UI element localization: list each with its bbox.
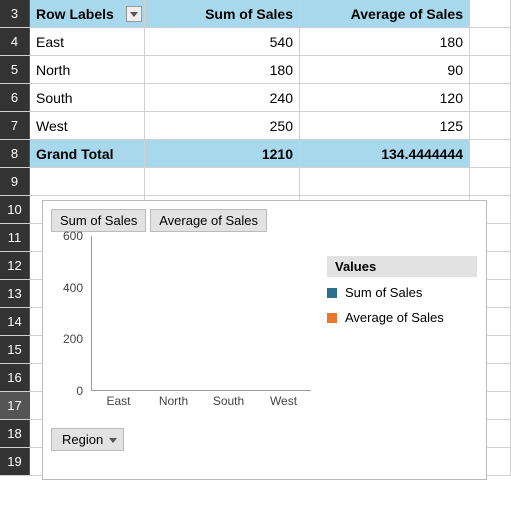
empty-cell[interactable] <box>30 168 145 195</box>
grand-total-avg[interactable]: 134.4444444 <box>300 140 470 167</box>
row-number[interactable]: 19 <box>0 448 30 475</box>
empty-cell[interactable] <box>470 28 511 55</box>
row-number[interactable]: 16 <box>0 364 30 391</box>
row-number[interactable]: 18 <box>0 420 30 447</box>
grand-total-row: 8 Grand Total 1210 134.4444444 <box>0 140 511 168</box>
legend-swatch <box>327 288 337 298</box>
pivot-chart[interactable]: Sum of Sales Average of Sales 0 200 400 600… <box>42 200 487 480</box>
chart-plot: 0200400600 EastNorthSouthWest <box>51 236 311 416</box>
avg-value[interactable]: 180 <box>300 28 470 55</box>
empty-row: 9 <box>0 168 511 196</box>
chevron-down-icon <box>109 436 117 444</box>
legend-label: Average of Sales <box>345 310 444 325</box>
header-row-labels[interactable]: Row Labels <box>30 0 145 27</box>
legend-item[interactable]: Average of Sales <box>327 310 477 325</box>
row-number[interactable]: 12 <box>0 252 30 279</box>
sum-value[interactable]: 180 <box>145 56 300 83</box>
region-label[interactable]: West <box>30 112 145 139</box>
y-axis: 0200400600 <box>51 236 87 391</box>
y-tick-label: 0 <box>76 384 83 398</box>
chart-legend: Values Sum of Sales Average of Sales <box>327 236 477 416</box>
row-number[interactable]: 8 <box>0 140 30 167</box>
axis-field-button-region[interactable]: Region <box>51 428 124 451</box>
y-tick-label: 400 <box>63 281 83 295</box>
filter-dropdown-icon[interactable] <box>126 6 142 22</box>
avg-value[interactable]: 120 <box>300 84 470 111</box>
empty-cell[interactable] <box>470 84 511 111</box>
legend-title: Values <box>327 256 477 277</box>
y-tick-label: 600 <box>63 229 83 243</box>
sum-value[interactable]: 240 <box>145 84 300 111</box>
x-tick-label: North <box>154 394 194 416</box>
row-number[interactable]: 10 <box>0 196 30 223</box>
empty-cell[interactable] <box>470 0 511 27</box>
row-number[interactable]: 4 <box>0 28 30 55</box>
empty-cell[interactable] <box>470 56 511 83</box>
table-row: 4East540180 <box>0 28 511 56</box>
plot-inner <box>91 236 311 391</box>
row-number[interactable]: 5 <box>0 56 30 83</box>
x-axis-labels: East North South West <box>91 394 311 416</box>
row-number[interactable]: 6 <box>0 84 30 111</box>
avg-value[interactable]: 125 <box>300 112 470 139</box>
empty-cell[interactable] <box>470 168 511 195</box>
row-number[interactable]: 17 <box>0 392 30 419</box>
chart-plot-area: 0200400600 EastNorthSouthWest Values Sum… <box>51 236 478 416</box>
row-number[interactable]: 3 <box>0 0 30 27</box>
row-number[interactable]: 15 <box>0 336 30 363</box>
row-number[interactable]: 7 <box>0 112 30 139</box>
row-number[interactable]: 14 <box>0 308 30 335</box>
chart-field-buttons: Sum of Sales Average of Sales <box>51 209 478 232</box>
pivot-header-row: 3 Row Labels Sum of Sales Average of Sal… <box>0 0 511 28</box>
empty-cell[interactable] <box>470 140 511 167</box>
bar-groups <box>92 236 311 390</box>
x-tick-label: West <box>264 394 304 416</box>
sum-value[interactable]: 540 <box>145 28 300 55</box>
header-sum-of-sales[interactable]: Sum of Sales <box>145 0 300 27</box>
table-row: 5North18090 <box>0 56 511 84</box>
empty-cell[interactable] <box>145 168 300 195</box>
empty-cell[interactable] <box>470 112 511 139</box>
y-tick-label: 200 <box>63 332 83 346</box>
row-number[interactable]: 11 <box>0 224 30 251</box>
spreadsheet-viewport: 3 Row Labels Sum of Sales Average of Sal… <box>0 0 511 507</box>
row-number[interactable]: 13 <box>0 280 30 307</box>
table-row: 6South240120 <box>0 84 511 112</box>
x-tick-label: South <box>209 394 249 416</box>
legend-item[interactable]: Sum of Sales <box>327 285 477 300</box>
row-number[interactable]: 9 <box>0 168 30 195</box>
sum-value[interactable]: 250 <box>145 112 300 139</box>
grand-total-sum[interactable]: 1210 <box>145 140 300 167</box>
x-tick-label: East <box>99 394 139 416</box>
region-label[interactable]: South <box>30 84 145 111</box>
avg-value[interactable]: 90 <box>300 56 470 83</box>
field-button-avg[interactable]: Average of Sales <box>150 209 267 232</box>
empty-cell[interactable] <box>300 168 470 195</box>
region-label[interactable]: East <box>30 28 145 55</box>
region-label[interactable]: North <box>30 56 145 83</box>
table-row: 7West250125 <box>0 112 511 140</box>
filter-label: Region <box>62 432 103 447</box>
legend-swatch <box>327 313 337 323</box>
grand-total-label[interactable]: Grand Total <box>30 140 145 167</box>
header-text: Row Labels <box>36 6 114 22</box>
header-average-of-sales[interactable]: Average of Sales <box>300 0 470 27</box>
legend-label: Sum of Sales <box>345 285 422 300</box>
